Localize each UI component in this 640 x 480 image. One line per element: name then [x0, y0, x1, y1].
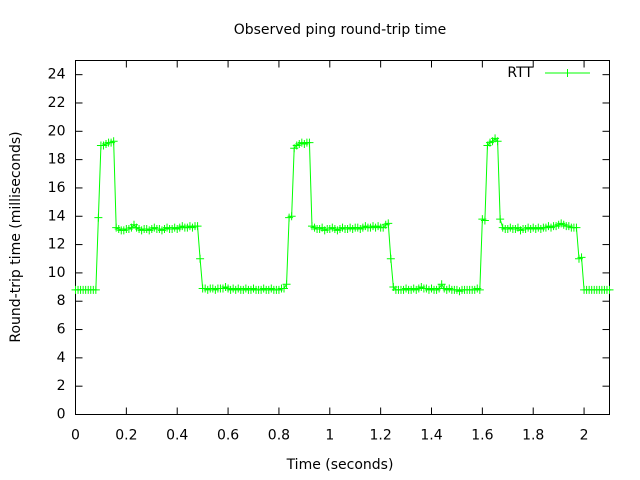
y-tick-label: 2: [57, 378, 66, 394]
x-tick-label: 1.6: [471, 428, 493, 444]
point-marker: [94, 213, 103, 222]
point-marker: [475, 285, 484, 294]
point-marker: [109, 137, 118, 146]
y-tick-label: 10: [48, 265, 66, 281]
point-marker: [196, 254, 205, 263]
x-tick-label: 1.2: [370, 428, 392, 444]
point-marker: [91, 285, 100, 294]
point-marker: [577, 253, 586, 262]
point-marker: [493, 137, 502, 146]
point-marker: [386, 254, 395, 263]
plot-frame: [75, 60, 610, 415]
point-marker: [437, 280, 446, 289]
legend-label: RTT: [507, 65, 533, 81]
x-tick-label: 0.8: [268, 428, 290, 444]
point-marker: [282, 280, 291, 289]
point-marker: [384, 219, 393, 228]
x-tick-label: 1.8: [522, 428, 544, 444]
point-marker: [496, 215, 505, 224]
point-marker: [287, 212, 296, 221]
point-marker: [480, 216, 489, 225]
x-axis-label: Time (seconds): [286, 457, 394, 473]
y-tick-label: 18: [48, 152, 66, 168]
x-tick-label: 1: [325, 428, 334, 444]
point-marker: [605, 285, 614, 294]
chart-title: Observed ping round-trip time: [234, 22, 447, 38]
x-tick-label: 2: [580, 428, 589, 444]
legend-marker: [563, 69, 572, 77]
point-marker: [193, 222, 202, 231]
y-tick-label: 20: [48, 123, 66, 139]
y-tick-label: 0: [57, 407, 66, 423]
x-tick-label: 0: [71, 428, 80, 444]
y-axis-label: Round-trip time (milliseconds): [8, 131, 24, 342]
y-tick-label: 12: [48, 237, 66, 253]
point-marker: [572, 223, 581, 232]
y-tick-label: 14: [48, 208, 66, 224]
y-tick-label: 16: [48, 180, 66, 196]
y-tick-label: 24: [48, 67, 66, 83]
x-tick-label: 1.4: [420, 428, 442, 444]
x-tick-label: 0.6: [217, 428, 239, 444]
y-tick-label: 4: [57, 350, 66, 366]
y-tick-label: 6: [57, 322, 66, 338]
y-tick-label: 22: [48, 95, 66, 111]
y-tick-label: 8: [57, 293, 66, 309]
x-tick-label: 0.2: [115, 428, 137, 444]
series-line: [75, 137, 610, 292]
point-marker: [280, 284, 289, 293]
point-marker: [305, 138, 314, 147]
x-tick-label: 0.4: [166, 428, 188, 444]
